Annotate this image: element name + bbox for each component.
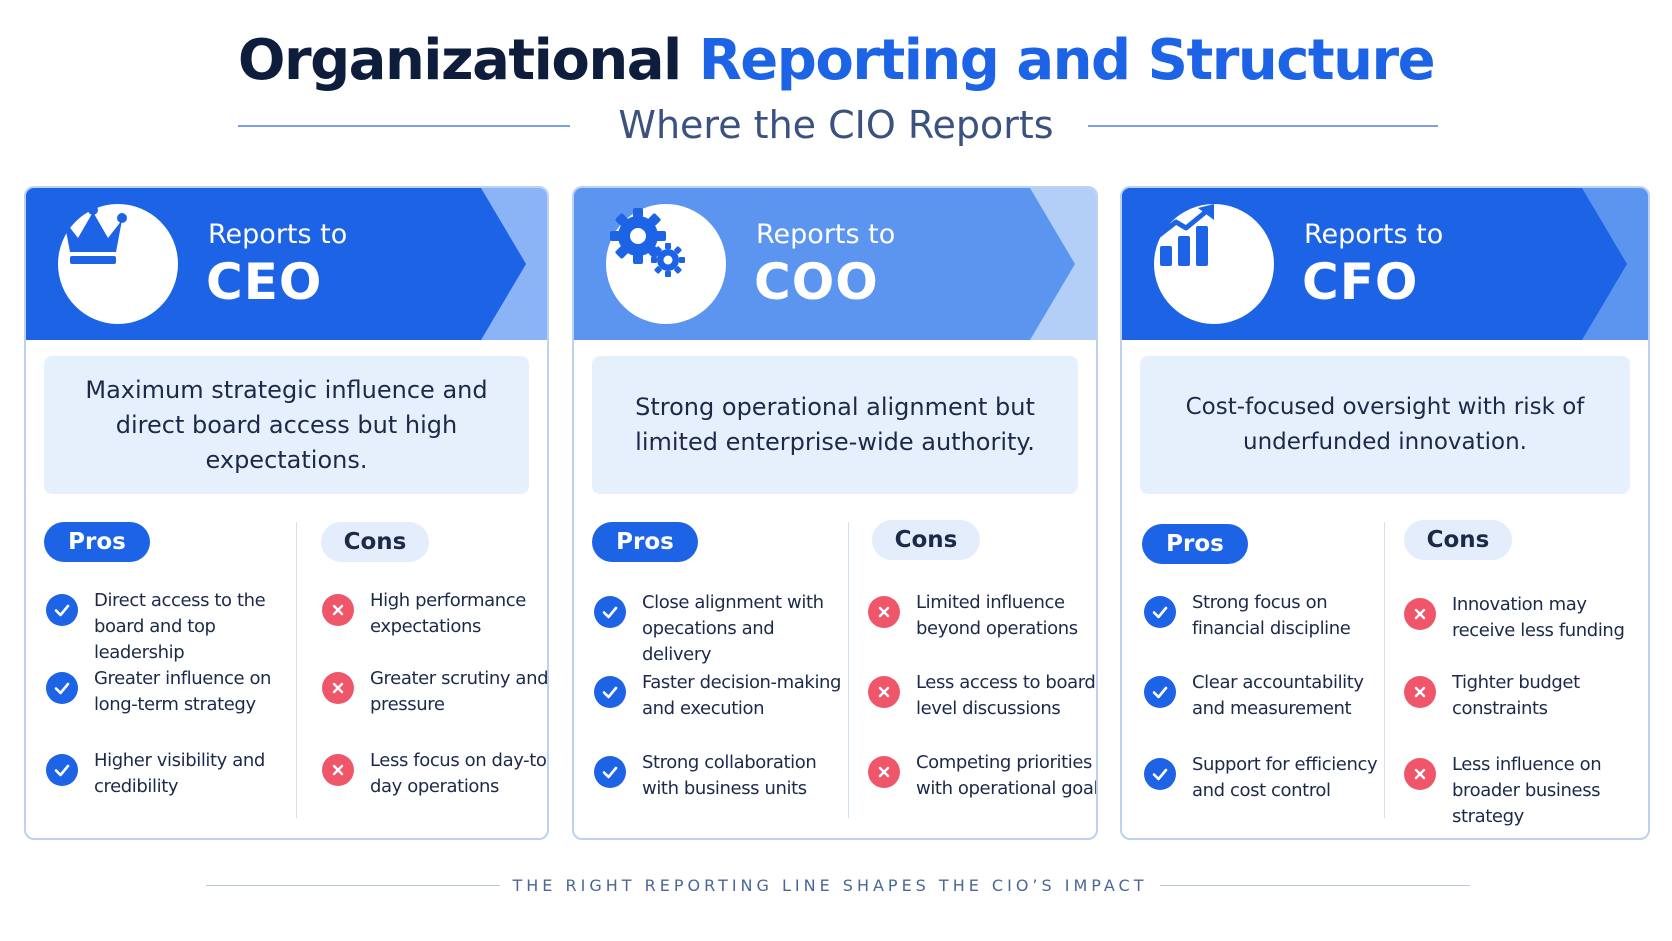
reports-to-label: Reports to — [1304, 219, 1444, 250]
con-text: Tighter budget constraints — [1452, 672, 1580, 719]
gears-icon — [606, 204, 726, 324]
footer-divider-right — [1160, 885, 1470, 886]
title-main: Organizational — [237, 28, 682, 93]
pro-text: Faster decision-making and execution — [642, 672, 842, 719]
summary-box: Maximum strategic influence and direct b… — [44, 356, 529, 494]
card-ceo: Reports to CEO Maximum strategic influen… — [24, 186, 549, 840]
pro-text: Close alignment with opecations and deli… — [642, 592, 824, 665]
pro-item: Strong focus on financial discipline — [1144, 590, 1384, 646]
con-text: Greater scrutiny and pressure — [370, 668, 549, 715]
cons-badge: Cons — [1404, 520, 1512, 560]
cross-icon — [868, 676, 900, 708]
check-icon — [46, 594, 78, 626]
pro-text: Higher visibility and credibility — [94, 750, 265, 797]
cross-icon — [1404, 758, 1436, 790]
card-header: Reports to COO — [574, 188, 1096, 340]
con-text: Limited influence beyond operations — [916, 592, 1078, 639]
card-cfo: Reports to CFO Cost-focused oversight wi… — [1120, 186, 1650, 840]
role-ceo: CEO — [206, 253, 323, 311]
pro-text: Direct access to the board and top leade… — [94, 590, 266, 663]
cross-icon — [868, 596, 900, 628]
con-item: High performance expectations — [322, 588, 547, 644]
subtitle-divider-right — [1088, 125, 1438, 127]
cross-icon — [322, 594, 354, 626]
check-icon — [1144, 676, 1176, 708]
pro-item: Greater influence on long-term strategy — [46, 666, 286, 722]
pro-item: Close alignment with opecations and deli… — [594, 590, 834, 665]
pros-badge: Pros — [592, 522, 698, 562]
con-item: Less access to board-level discussions — [868, 670, 1098, 726]
check-icon — [1144, 596, 1176, 628]
cons-badge: Cons — [321, 522, 429, 562]
con-text: Less focus on day-to-day operations — [370, 750, 549, 797]
pro-text: Support for efficiency and cost control — [1192, 754, 1378, 801]
cross-icon — [322, 672, 354, 704]
check-icon — [594, 756, 626, 788]
page-subtitle: Where the CIO Reports — [618, 103, 1054, 147]
summary-box: Strong operational alignment but limited… — [592, 356, 1078, 494]
cross-icon — [1404, 676, 1436, 708]
con-text: High performance expectations — [370, 590, 526, 637]
check-icon — [1144, 758, 1176, 790]
summary-box: Cost-focused oversight with risk of unde… — [1140, 356, 1630, 494]
footer-tagline: THE RIGHT REPORTING LINE SHAPES THE CIO’… — [512, 876, 1148, 895]
reports-to-label: Reports to — [756, 219, 896, 250]
subtitle-divider-left — [238, 125, 570, 127]
con-item: Limited influence beyond operations — [868, 590, 1096, 646]
con-item: Less focus on day-to-day operations — [322, 748, 549, 804]
pro-item: Direct access to the board and top leade… — [46, 588, 286, 663]
column-divider — [848, 522, 849, 818]
title-accent: Reporting and Structure — [698, 28, 1436, 93]
pros-badge: Pros — [44, 522, 150, 562]
con-item: Less influence on broader business strat… — [1404, 752, 1644, 827]
pro-text: Greater influence on long-term strategy — [94, 668, 272, 715]
check-icon — [594, 596, 626, 628]
crown-icon — [58, 204, 178, 324]
card-header: Reports to CEO — [26, 188, 547, 340]
pro-item: Faster decision-making and execution — [594, 670, 841, 726]
pro-item: Clear accountability and measurement — [1144, 670, 1384, 726]
cross-icon — [868, 756, 900, 788]
pro-text: Clear accountability and measurement — [1192, 672, 1364, 719]
growth-chart-icon — [1154, 204, 1274, 324]
card-header: Reports to CFO — [1122, 188, 1648, 340]
pros-badge: Pros — [1142, 524, 1248, 564]
check-icon — [46, 754, 78, 786]
con-text: Innovation may receive less funding — [1452, 594, 1625, 641]
con-text: Less access to board-level discussions — [916, 672, 1098, 719]
check-icon — [46, 672, 78, 704]
con-item: Tighter budget constraints — [1404, 670, 1644, 726]
check-icon — [594, 676, 626, 708]
card-coo: Reports to COO Strong operational alignm… — [572, 186, 1098, 840]
con-item: Competing priorities with operational go… — [868, 750, 1098, 806]
reports-to-label: Reports to — [208, 219, 348, 250]
cons-badge: Cons — [872, 520, 980, 560]
pro-text: Strong collaboration with business units — [642, 752, 817, 799]
con-text: Less influence on broader business strat… — [1452, 754, 1602, 827]
pro-item: Strong collaboration with business units — [594, 750, 834, 806]
role-cfo: CFO — [1302, 253, 1419, 311]
footer-divider-left — [206, 885, 500, 886]
cross-icon — [322, 754, 354, 786]
con-text: Competing priorities with operational go… — [916, 752, 1098, 799]
con-item: Innovation may receive less funding — [1404, 592, 1644, 648]
column-divider — [296, 522, 297, 818]
pro-item: Higher visibility and credibility — [46, 748, 286, 804]
page-title: Organizational Reporting and Structure — [0, 26, 1672, 96]
pro-text: Strong focus on financial discipline — [1192, 592, 1351, 639]
pro-item: Support for efficiency and cost control — [1144, 752, 1384, 808]
role-coo: COO — [754, 253, 879, 311]
subtitle-row: Where the CIO Reports — [0, 100, 1672, 150]
con-item: Greater scrutiny and pressure — [322, 666, 549, 722]
column-divider — [1384, 522, 1385, 818]
cross-icon — [1404, 598, 1436, 630]
